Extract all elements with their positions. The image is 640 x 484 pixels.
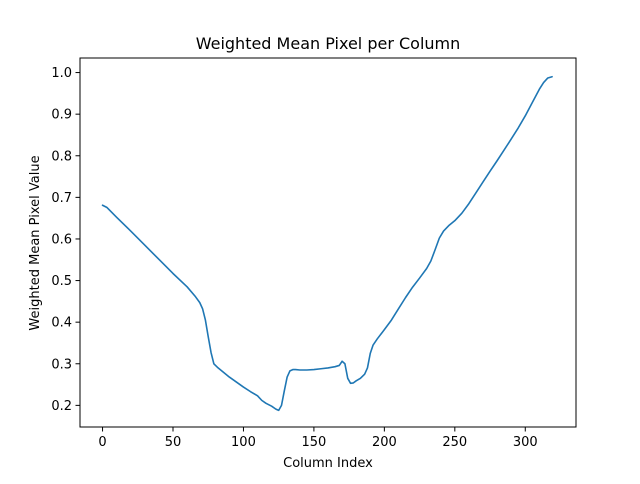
x-tick-label: 150 [301, 435, 326, 450]
x-tick-label: 200 [372, 435, 397, 450]
y-tick-label: 0.7 [51, 191, 72, 206]
y-tick-label: 1.0 [51, 66, 72, 81]
x-tick-label: 50 [165, 435, 182, 450]
y-tick-label: 0.3 [51, 357, 72, 372]
x-tick-label: 300 [513, 435, 538, 450]
y-tick-label: 0.9 [51, 108, 72, 123]
y-tick-label: 0.5 [51, 274, 72, 289]
x-tick-label: 0 [98, 435, 106, 450]
y-tick-label: 0.4 [51, 316, 72, 331]
x-tick-label: 250 [442, 435, 467, 450]
plot-frame [79, 57, 577, 428]
y-tick-label: 0.8 [51, 149, 72, 164]
x-tick-label: 100 [231, 435, 256, 450]
axes-layer: 0 50 100 150 200 250 300 0.2 0.3 0.4 0.5 0.6 0.7 0.8 0… [51, 57, 577, 450]
y-tick-label: 0.6 [51, 232, 72, 247]
chart-title: Weighted Mean Pixel per Column [196, 34, 461, 53]
x-axis-label: Column Index [283, 456, 373, 471]
y-tick-label: 0.2 [51, 399, 72, 414]
series-line-0 [101, 75, 553, 412]
plot-layer [101, 75, 553, 412]
y-axis-label: Weighted Mean Pixel Value [28, 155, 43, 330]
